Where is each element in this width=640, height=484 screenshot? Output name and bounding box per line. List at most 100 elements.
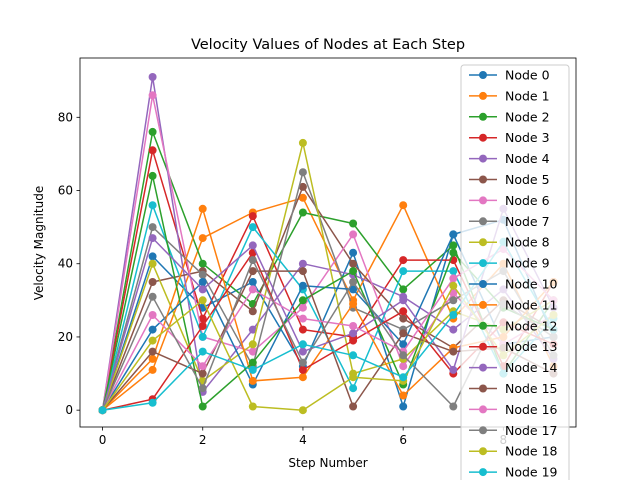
legend-label: Node 7 — [505, 214, 550, 229]
legend-marker — [479, 259, 487, 268]
data-point — [248, 223, 257, 232]
data-point — [449, 347, 458, 356]
data-point — [198, 259, 207, 268]
legend-marker — [479, 280, 487, 288]
data-point — [198, 270, 207, 279]
data-point — [248, 241, 257, 250]
data-point — [248, 376, 257, 385]
data-point — [449, 311, 458, 319]
data-point — [298, 358, 307, 367]
data-point — [349, 300, 358, 308]
legend-marker — [479, 175, 487, 184]
data-point — [248, 365, 257, 374]
data-point — [298, 267, 307, 276]
legend-label: Node 3 — [505, 130, 550, 145]
legend-label: Node 5 — [505, 172, 550, 187]
data-point — [349, 267, 358, 276]
legend-marker — [479, 384, 487, 393]
data-point — [148, 311, 157, 319]
legend-entry: Node 17 — [469, 423, 558, 438]
data-point — [298, 259, 307, 268]
data-point — [248, 256, 257, 265]
legend-entry: Node 5 — [469, 172, 550, 187]
y-axis-label: Velocity Magnitude — [32, 186, 46, 300]
x-tick-label: 6 — [399, 433, 407, 447]
legend-label: Node 8 — [505, 235, 550, 250]
data-point — [449, 296, 458, 305]
legend-marker — [479, 154, 487, 163]
data-point — [349, 322, 358, 330]
y-tick-label: 40 — [58, 257, 73, 271]
data-point — [449, 241, 458, 250]
legend-label: Node 1 — [505, 88, 550, 103]
legend-label: Node 4 — [505, 151, 550, 166]
data-point — [148, 347, 157, 356]
x-tick-label: 0 — [99, 433, 107, 447]
legend-entry: Node 4 — [469, 151, 550, 166]
legend-marker — [479, 363, 487, 372]
data-point — [298, 296, 307, 305]
data-point — [198, 278, 207, 286]
data-point — [449, 230, 458, 239]
legend-entry: Node 13 — [469, 339, 558, 354]
legend-label: Node 17 — [505, 423, 558, 438]
data-point — [298, 373, 307, 382]
legend-label: Node 6 — [505, 193, 550, 208]
legend-label: Node 13 — [505, 339, 558, 354]
x-tick-label: 4 — [299, 433, 307, 447]
legend-entry: Node 3 — [469, 130, 550, 145]
data-point — [449, 402, 458, 411]
data-point — [148, 336, 157, 345]
data-point — [148, 259, 157, 268]
data-point — [298, 168, 307, 177]
legend-entry: Node 15 — [469, 381, 558, 396]
legend-marker — [479, 447, 487, 456]
data-point — [298, 314, 307, 323]
legend-box — [460, 64, 570, 484]
data-point — [349, 278, 358, 286]
legend-marker — [479, 217, 487, 226]
legend-entry: Node 10 — [469, 277, 558, 292]
data-point — [349, 336, 358, 345]
legend-entry: Node 2 — [469, 109, 550, 124]
legend-entry: Node 11 — [469, 297, 558, 312]
data-point — [298, 193, 307, 202]
y-tick-label: 80 — [58, 110, 73, 124]
data-point — [148, 354, 157, 363]
legend-entry: Node 14 — [469, 360, 558, 375]
data-point — [198, 384, 207, 393]
data-point — [248, 278, 257, 286]
data-point — [399, 285, 408, 294]
data-point — [399, 314, 408, 323]
data-point — [248, 267, 257, 276]
data-point — [198, 285, 207, 294]
data-point — [198, 314, 207, 323]
legend-entry: Node 9 — [469, 256, 550, 271]
legend-marker — [479, 112, 487, 121]
data-point — [449, 281, 458, 290]
data-point — [148, 223, 157, 232]
legend-label: Node 2 — [505, 109, 550, 124]
x-tick-label: 2 — [199, 433, 207, 447]
legend-label: Node 10 — [505, 277, 558, 292]
data-point — [148, 73, 157, 81]
y-tick-label: 0 — [65, 403, 73, 417]
legend-marker — [479, 238, 487, 247]
x-axis-label: Step Number — [288, 456, 367, 470]
data-point — [399, 201, 408, 210]
legend-label: Node 14 — [505, 360, 558, 375]
data-point — [298, 303, 307, 312]
data-point — [198, 369, 207, 378]
legend-entry: Node 8 — [469, 235, 550, 250]
data-point — [349, 230, 358, 239]
data-point — [248, 212, 257, 221]
data-point — [349, 248, 358, 257]
data-point — [399, 362, 408, 371]
data-point — [298, 138, 307, 147]
legend-entry: Node 0 — [469, 68, 550, 83]
data-point — [148, 171, 157, 180]
data-point — [198, 347, 207, 356]
chart-title: Velocity Values of Nodes at Each Step — [191, 37, 465, 53]
data-point — [298, 208, 307, 217]
